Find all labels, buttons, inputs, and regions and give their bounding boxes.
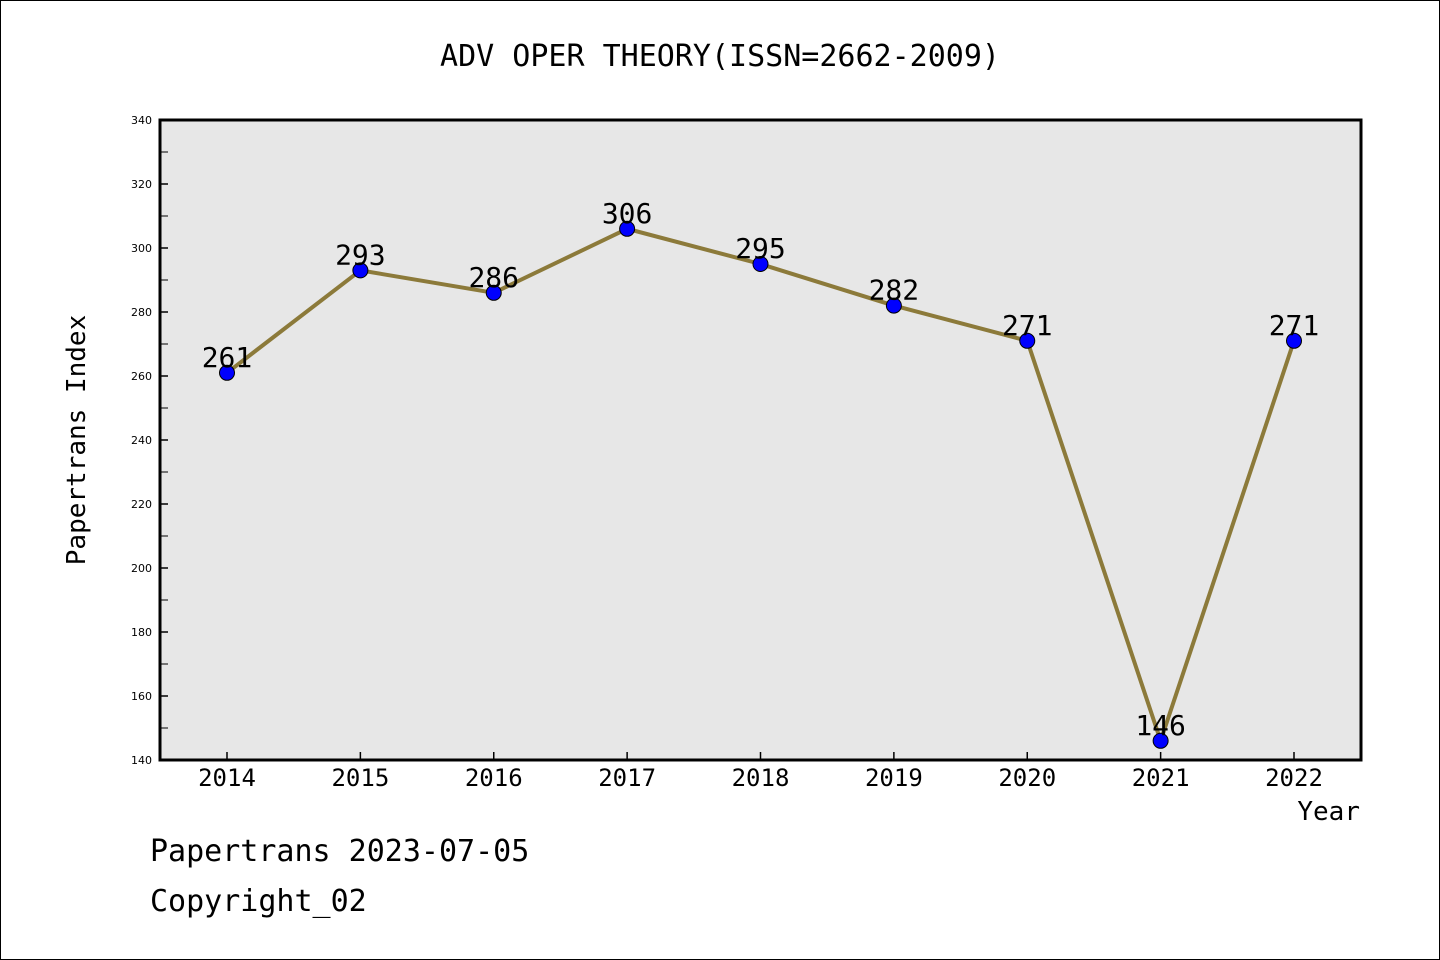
data-point bbox=[885, 297, 902, 314]
x-tick-label: 2015 bbox=[331, 764, 389, 792]
footer-copyright: Copyright_02 bbox=[150, 884, 367, 919]
x-tick-label: 2018 bbox=[732, 764, 790, 792]
data-point bbox=[352, 262, 369, 279]
x-tick-label: 2017 bbox=[598, 764, 656, 792]
y-tick-label: 180 bbox=[131, 626, 152, 639]
data-point bbox=[1019, 332, 1036, 349]
y-tick-label: 220 bbox=[131, 498, 152, 511]
x-tick-label: 2019 bbox=[865, 764, 923, 792]
data-point bbox=[752, 256, 769, 272]
data-label: 306 bbox=[602, 197, 653, 230]
x-tick-label: 2016 bbox=[465, 764, 523, 792]
plot-area bbox=[160, 120, 1361, 760]
y-tick-label: 160 bbox=[131, 690, 152, 703]
x-tick-label: 2021 bbox=[1132, 764, 1190, 792]
data-markers bbox=[219, 220, 1302, 749]
data-label: 271 bbox=[1269, 309, 1320, 342]
y-tick-label: 320 bbox=[131, 178, 152, 191]
data-label: 295 bbox=[735, 232, 786, 265]
data-label: 293 bbox=[335, 238, 386, 271]
data-label: 271 bbox=[1002, 309, 1053, 342]
data-label: 286 bbox=[468, 261, 519, 294]
data-labels: 261 293 286 306 295 282 271 146 271 bbox=[202, 197, 1320, 742]
chart-title: ADV OPER THEORY(ISSN=2662-2009) bbox=[440, 39, 1000, 74]
x-tick-label: 2014 bbox=[198, 764, 256, 792]
y-tick-label: 300 bbox=[131, 242, 152, 255]
data-label: 146 bbox=[1135, 709, 1186, 742]
x-axis-ticks: 2014 2015 2016 2017 2018 2019 2020 2021 2022 bbox=[198, 752, 1323, 792]
y-tick-label: 240 bbox=[131, 434, 152, 447]
data-label: 282 bbox=[869, 274, 920, 307]
data-label: 261 bbox=[202, 341, 253, 374]
y-tick-label: 200 bbox=[131, 562, 152, 575]
x-axis-label: Year bbox=[1297, 797, 1360, 827]
x-tick-label: 2022 bbox=[1265, 764, 1323, 792]
data-point bbox=[1286, 332, 1302, 349]
plot-border bbox=[158, 118, 1363, 762]
footer-date: Papertrans 2023-07-05 bbox=[150, 834, 530, 869]
y-axis-label: Papertrans Index bbox=[62, 315, 92, 565]
y-tick-label: 140 bbox=[131, 754, 152, 767]
y-tick-label: 340 bbox=[131, 114, 152, 127]
data-point bbox=[1152, 732, 1169, 749]
y-tick-label: 260 bbox=[131, 370, 152, 383]
data-point bbox=[619, 220, 636, 237]
data-point bbox=[219, 364, 235, 381]
y-tick-label: 280 bbox=[131, 306, 152, 319]
data-point bbox=[485, 284, 502, 301]
x-tick-label: 2020 bbox=[998, 764, 1056, 792]
